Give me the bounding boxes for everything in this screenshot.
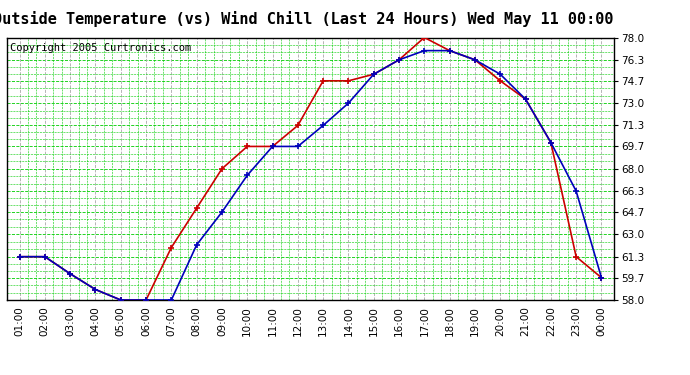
- Text: Copyright 2005 Curtronics.com: Copyright 2005 Curtronics.com: [10, 43, 191, 53]
- Text: Outside Temperature (vs) Wind Chill (Last 24 Hours) Wed May 11 00:00: Outside Temperature (vs) Wind Chill (Las…: [0, 11, 614, 27]
